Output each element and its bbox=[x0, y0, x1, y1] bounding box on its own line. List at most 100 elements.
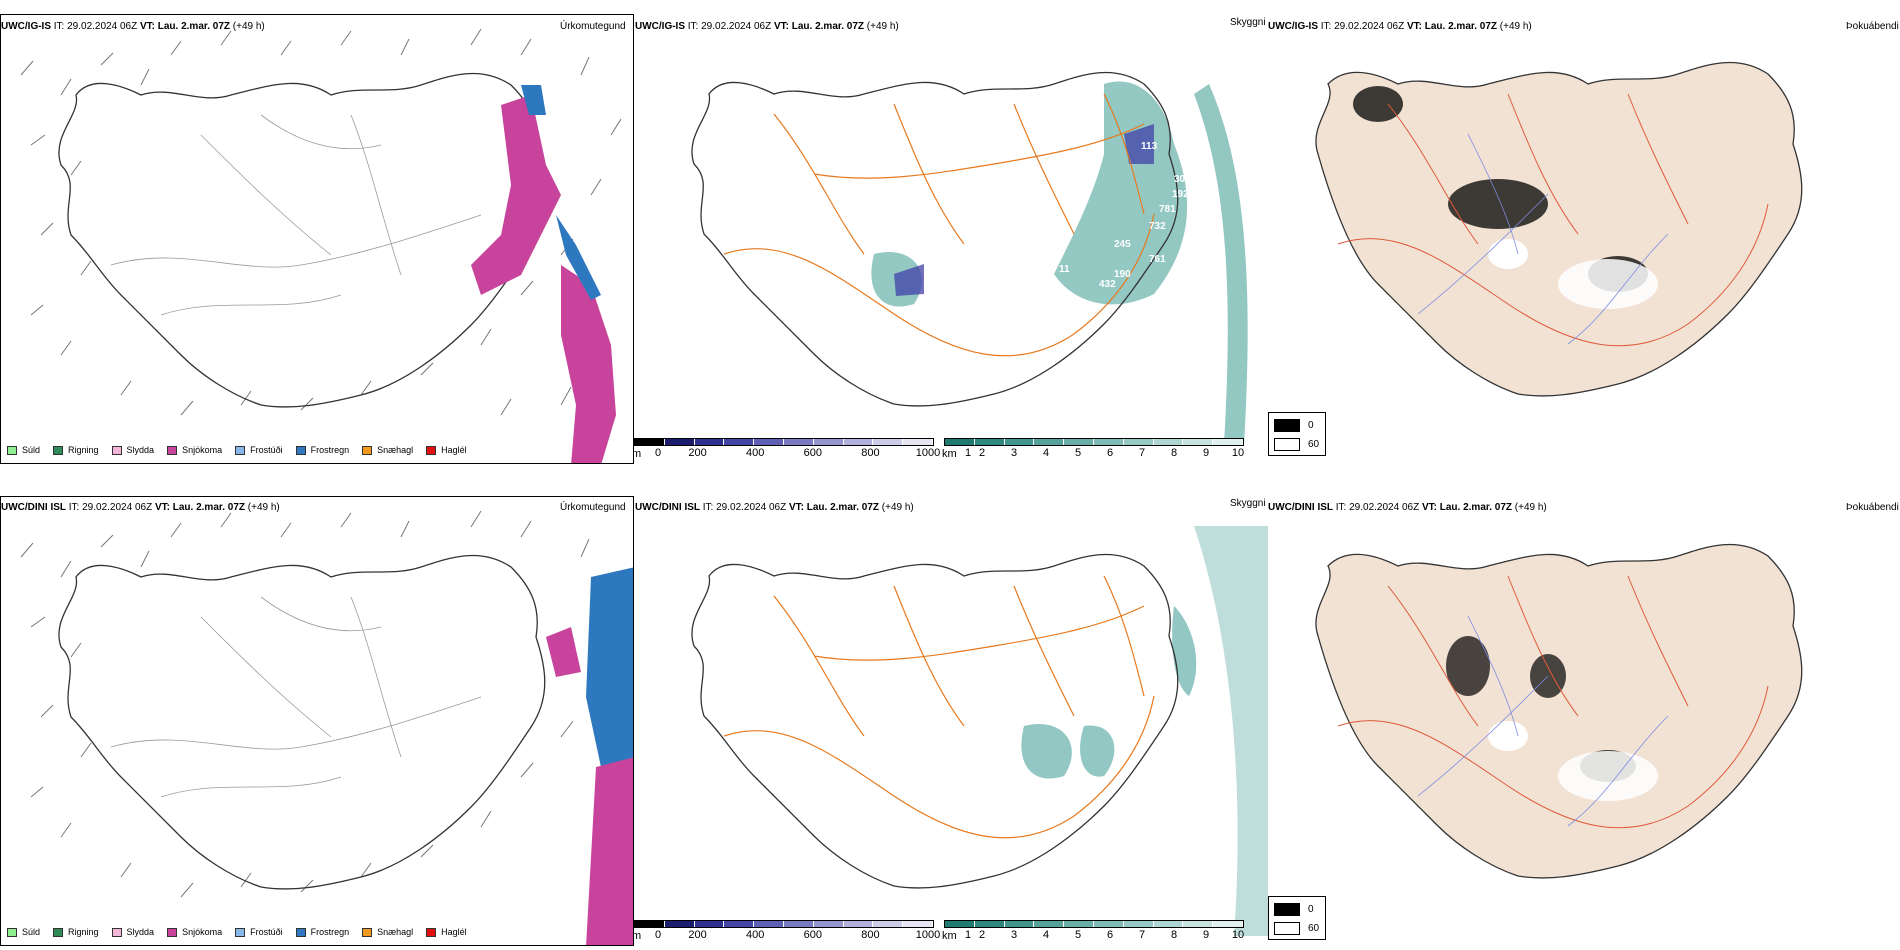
legend-label: Snjókoma bbox=[182, 445, 223, 455]
legend-label: Snæhagl bbox=[377, 927, 414, 937]
colorbar-segment bbox=[974, 439, 1005, 445]
snow-area bbox=[471, 85, 616, 463]
fog-legend-bottom: 0 60 bbox=[1268, 896, 1326, 940]
legend-item: Snjókoma bbox=[167, 445, 222, 455]
roads-gray bbox=[110, 596, 482, 798]
colorbar-tick-label: 400 bbox=[746, 929, 765, 941]
visibility-title-top: Skyggni bbox=[1230, 17, 1266, 28]
precip-legend-bottom: Súld Rigning Slydda Snjókoma Frostúði Frostre… bbox=[7, 927, 480, 937]
elevation-colorbar-top: 0 200 400 600 800 1000 m bbox=[634, 438, 940, 460]
visibility-value-label: 190 bbox=[1114, 269, 1131, 280]
colorbar-tick-label: 200 bbox=[688, 929, 707, 941]
colorbar-segment bbox=[1004, 921, 1035, 927]
colorbar-segment bbox=[783, 439, 814, 445]
colorbar-segment bbox=[813, 921, 844, 927]
colorbar-tick-label: 800 bbox=[861, 447, 880, 459]
colorbar-segment bbox=[843, 921, 874, 927]
legend-label: Frostúði bbox=[250, 445, 283, 455]
legend-item: Snæhagl bbox=[362, 927, 413, 937]
fog-legend-swatch-0 bbox=[1274, 419, 1300, 432]
visibility-panel-top: 113 300 192 781 732 245 761 163 11 432 190 0 200 400… bbox=[634, 14, 1268, 464]
colorbar-segment bbox=[974, 921, 1005, 927]
colorbar-segment bbox=[1034, 439, 1065, 445]
legend-label: Snæhagl bbox=[377, 445, 414, 455]
colorbar-tick-label: 0 bbox=[654, 929, 662, 941]
visibility-value-label: 761 bbox=[1149, 254, 1166, 265]
legend-label: Frostregn bbox=[310, 445, 350, 455]
legend-label: Haglél bbox=[441, 927, 467, 937]
legend-item: Snæhagl bbox=[362, 445, 413, 455]
colorbar-segment bbox=[843, 439, 874, 445]
precip-type-map-bottom bbox=[20, 510, 633, 945]
legend-item: Snjókoma bbox=[167, 927, 222, 937]
iceland-coastline bbox=[691, 553, 1179, 889]
colorbar-tick-label: 600 bbox=[803, 929, 822, 941]
colorbar-tick-label: 1000 bbox=[915, 447, 941, 459]
colorbar-tick-label: 9 bbox=[1202, 447, 1210, 459]
legend-label: Rigning bbox=[68, 927, 99, 937]
precip-legend-top: Súld Rigning Slydda Snjókoma Frostúði Frostre… bbox=[7, 445, 480, 455]
colorbar-segment bbox=[1093, 921, 1124, 927]
visibility-shading bbox=[1021, 526, 1268, 936]
colorbar-tick-label: 0 bbox=[654, 447, 662, 459]
legend-label: Haglél bbox=[441, 445, 467, 455]
road-network bbox=[723, 93, 1155, 357]
fog-map-bottom bbox=[1315, 543, 1803, 879]
rivers bbox=[1417, 615, 1669, 827]
colorbar-segment bbox=[873, 921, 904, 927]
fog-roads bbox=[1337, 93, 1769, 347]
legend-swatch bbox=[7, 445, 17, 455]
colorbar-segment bbox=[945, 439, 975, 445]
legend-item: Frostúði bbox=[235, 927, 283, 937]
colorbar-tick-label: 3 bbox=[1010, 929, 1018, 941]
row2-header-p1: UWC/DINI ISL IT: 29.02.2024 06Z VT: Lau.… bbox=[1, 502, 280, 513]
colorbar-tick-label: 1000 bbox=[915, 929, 941, 941]
rivers bbox=[1417, 133, 1669, 345]
roads-gray bbox=[110, 114, 482, 316]
fog-panel-bottom: 0 60 bbox=[1268, 496, 1900, 946]
visibility-value-label: 113 bbox=[1141, 141, 1158, 152]
colorbar-segment bbox=[1004, 439, 1035, 445]
colorbar-tick-label: 3 bbox=[1010, 447, 1018, 459]
colorbar-tick-label: 10 bbox=[1231, 447, 1245, 459]
colorbar-segment bbox=[664, 921, 695, 927]
legend-swatch bbox=[426, 927, 437, 937]
iceland-land-fog bbox=[1315, 61, 1803, 397]
precip-areas bbox=[546, 567, 633, 945]
colorbar-tick-label: 9 bbox=[1202, 929, 1210, 941]
iceland-coastline bbox=[58, 72, 546, 408]
legend-item: Rigning bbox=[53, 927, 99, 937]
fog-title-bottom: Þokuábendi bbox=[1846, 502, 1899, 513]
legend-item: Rigning bbox=[53, 445, 99, 455]
legend-label: Frostúði bbox=[250, 927, 283, 937]
colorbar-tick-label: 6 bbox=[1106, 447, 1114, 459]
legend-label: Súld bbox=[22, 927, 41, 937]
fog-title-top: Þokuábendi bbox=[1846, 21, 1899, 32]
colorbar-tick-label: 1 bbox=[964, 929, 972, 941]
fog-map-top bbox=[1315, 61, 1803, 397]
legend-swatch bbox=[295, 927, 306, 937]
legend-label: Slydda bbox=[126, 927, 155, 937]
colorbar-tick-label: 5 bbox=[1074, 929, 1082, 941]
colorbar-segment bbox=[873, 439, 904, 445]
legend-item: Frostregn bbox=[295, 927, 349, 937]
fog-legend-swatch-60 bbox=[1274, 922, 1300, 935]
colorbar-tick-label: 6 bbox=[1106, 929, 1114, 941]
precip-type-map-top bbox=[20, 28, 622, 463]
fog-legend-swatch-0 bbox=[1274, 903, 1300, 916]
colorbar-segment bbox=[635, 921, 665, 927]
visibility-value-label: 300 bbox=[1174, 174, 1191, 185]
legend-swatch bbox=[167, 927, 178, 937]
legend-label: Slydda bbox=[126, 445, 155, 455]
colorbar-tick-label: 7 bbox=[1138, 447, 1146, 459]
glaciers bbox=[1488, 721, 1658, 801]
visibility-value-label: 3 bbox=[1117, 720, 1123, 731]
colorbar-segment bbox=[1093, 439, 1124, 445]
colorbar-tick-label: 1 bbox=[964, 447, 972, 459]
legend-swatch bbox=[295, 445, 306, 455]
visibility-map-bottom bbox=[691, 526, 1268, 936]
visibility-title-bottom: Skyggni bbox=[1230, 498, 1266, 509]
visibility-value-label: 163 bbox=[1019, 264, 1036, 275]
fog-legend-swatch-60 bbox=[1274, 438, 1300, 451]
colorbar-segment bbox=[1183, 439, 1214, 445]
